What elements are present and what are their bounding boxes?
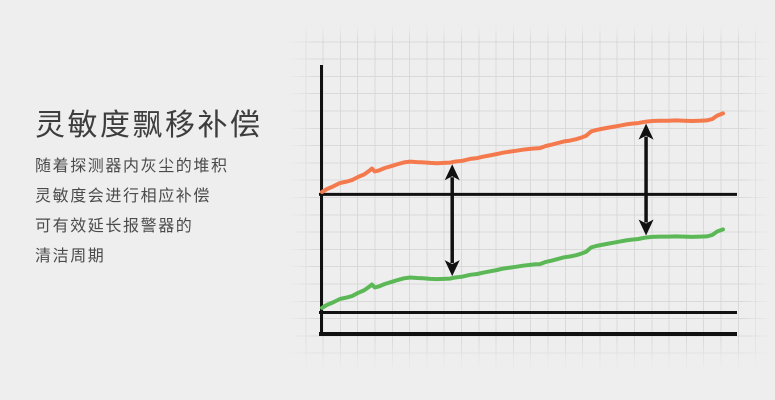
gap-arrow-right-head-up	[638, 123, 654, 140]
description-line-1: 随着探测器内灰尘的堆积	[35, 158, 229, 175]
gap-arrow-left-head-up	[444, 164, 460, 181]
gap-arrow-right-head-down	[638, 219, 654, 236]
compensated-sensitivity-upper-line	[320, 111, 725, 194]
description-line-4: 清洁周期	[35, 248, 106, 265]
drifting-sensitivity-lower-line	[320, 227, 725, 310]
gap-arrow-left-head-down	[444, 260, 460, 277]
info-panel: 灵敏度飘移补偿 随着探测器内灰尘的堆积 灵敏度会进行相应补偿 可有效延长报警器的…	[35, 108, 290, 272]
page-title: 灵敏度飘移补偿	[35, 109, 263, 142]
description-line-3: 可有效延长报警器的	[35, 218, 194, 235]
description-line-2: 灵敏度会进行相应补偿	[35, 188, 212, 205]
chart-grid	[288, 24, 775, 376]
